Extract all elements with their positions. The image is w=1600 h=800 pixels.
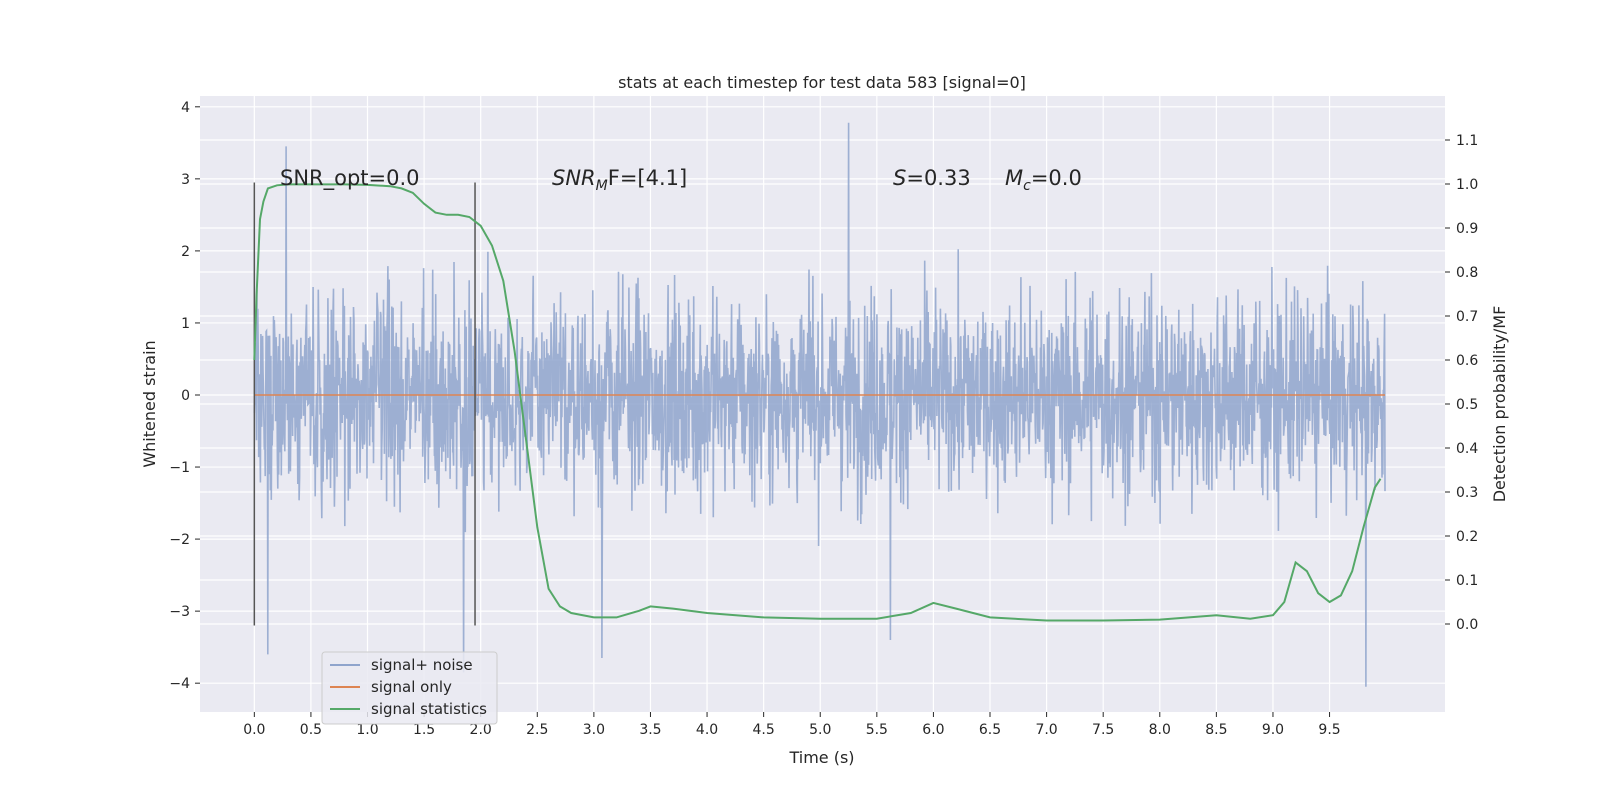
- chart-title: stats at each timestep for test data 583…: [618, 73, 1026, 92]
- legend: signal+ noise signal only signal statist…: [321, 651, 498, 725]
- y2-tick-label: 0.3: [1456, 485, 1478, 501]
- y-tick-label: 4: [181, 100, 190, 116]
- signal-statistics-line: [253, 183, 1382, 622]
- annotation-mc: Mc=0.0: [1005, 166, 1082, 194]
- y-tick-label: −2: [169, 532, 190, 548]
- x-tick-label: 5.5: [866, 722, 888, 738]
- y2-tick-label: 0.6: [1456, 353, 1478, 369]
- annotation-mc-rest: =0.0: [1031, 166, 1082, 190]
- x-tick-label: 3.0: [583, 722, 605, 738]
- legend-box: [321, 651, 498, 725]
- y2-tick-label: 1.1: [1456, 133, 1478, 149]
- y-tick-label: −3: [169, 604, 190, 620]
- y-tick-label: 2: [181, 244, 190, 260]
- legend-label-signal-only: signal only: [371, 678, 452, 696]
- x-tick-label: 0.0: [243, 722, 265, 738]
- x-tick-label: 6.0: [922, 722, 944, 738]
- x-tick-label: 9.0: [1262, 722, 1284, 738]
- y-tick-label: 3: [181, 172, 190, 188]
- annotation-mc-sub: c: [1023, 178, 1031, 194]
- x-tick-label: 2.0: [470, 722, 492, 738]
- x-tick-label: 2.5: [526, 722, 548, 738]
- annotation-mc-var: M: [1005, 166, 1023, 190]
- annotation-snr-mf: SNRMF=[4.1]: [552, 166, 687, 194]
- x-tick-label: 1.5: [413, 722, 435, 738]
- annotation-snr-opt: SNR_opt=0.0: [280, 166, 420, 191]
- signal-noise-series: [253, 122, 1386, 687]
- legend-label-signal-statistics: signal statistics: [371, 700, 487, 718]
- x-tick-label: 8.5: [1205, 722, 1227, 738]
- x-tick-label: 8.0: [1149, 722, 1171, 738]
- annotation-snr-mf-rest: F=[4.1]: [608, 166, 687, 190]
- annotation-s: S=0.33: [893, 166, 971, 190]
- x-tick-label: 1.0: [356, 722, 378, 738]
- y2-tick-label: 0.7: [1456, 309, 1478, 325]
- x-tick-label: 4.0: [696, 722, 718, 738]
- y-tick-label: 1: [181, 316, 190, 332]
- y2-tick-label: 0.1: [1456, 573, 1478, 589]
- signal-noise-line: [253, 122, 1386, 687]
- legend-label-signal-noise: signal+ noise: [371, 656, 473, 674]
- x-tick-label: 4.5: [753, 722, 775, 738]
- y2-tick-label: 0.2: [1456, 529, 1478, 545]
- annotation-snr-mf-main: SNR: [552, 166, 596, 190]
- x-tick-label: 5.0: [809, 722, 831, 738]
- y2-axis-ticks: 0.0 0.1 0.2 0.3 0.4 0.5 0.6 0.7 0.8 0.9 1.0 1.1: [1445, 133, 1478, 633]
- y-tick-label: 0: [181, 388, 190, 404]
- window-lines: [253, 182, 476, 626]
- annotation-s-var: S: [893, 166, 906, 190]
- x-tick-label: 0.5: [300, 722, 322, 738]
- annotation-s-rest: =0.33: [906, 166, 970, 190]
- x-tick-label: 3.5: [639, 722, 661, 738]
- y2-tick-label: 0.9: [1456, 221, 1478, 237]
- y2-tick-label: 0.5: [1456, 397, 1478, 413]
- y2-axis-label: Detection probability/MF: [1490, 306, 1509, 503]
- y-axis-ticks: −4 −3 −2 −1 0 1 2 3 4: [169, 100, 200, 692]
- x-tick-label: 6.5: [979, 722, 1001, 738]
- x-tick-label: 7.0: [1035, 722, 1057, 738]
- y2-tick-label: 1.0: [1456, 177, 1478, 193]
- x-tick-label: 7.5: [1092, 722, 1114, 738]
- y2-tick-label: 0.4: [1456, 441, 1478, 457]
- y-tick-label: −4: [169, 676, 190, 692]
- x-tick-label: 9.5: [1318, 722, 1340, 738]
- y-axis-label: Whitened strain: [140, 340, 159, 467]
- y-tick-label: −1: [169, 460, 190, 476]
- y2-tick-label: 0.0: [1456, 617, 1478, 633]
- signal-statistics-series: [253, 183, 1382, 622]
- y2-tick-label: 0.8: [1456, 265, 1478, 281]
- x-axis-ticks: 0.0 0.5 1.0 1.5 2.0 2.5 3.0 3.5 4.0 4.5 5.0 5.5 6.0 6…: [243, 712, 1341, 738]
- x-axis-label: Time (s): [788, 748, 854, 767]
- annotation-snr-mf-sub: M: [596, 178, 608, 194]
